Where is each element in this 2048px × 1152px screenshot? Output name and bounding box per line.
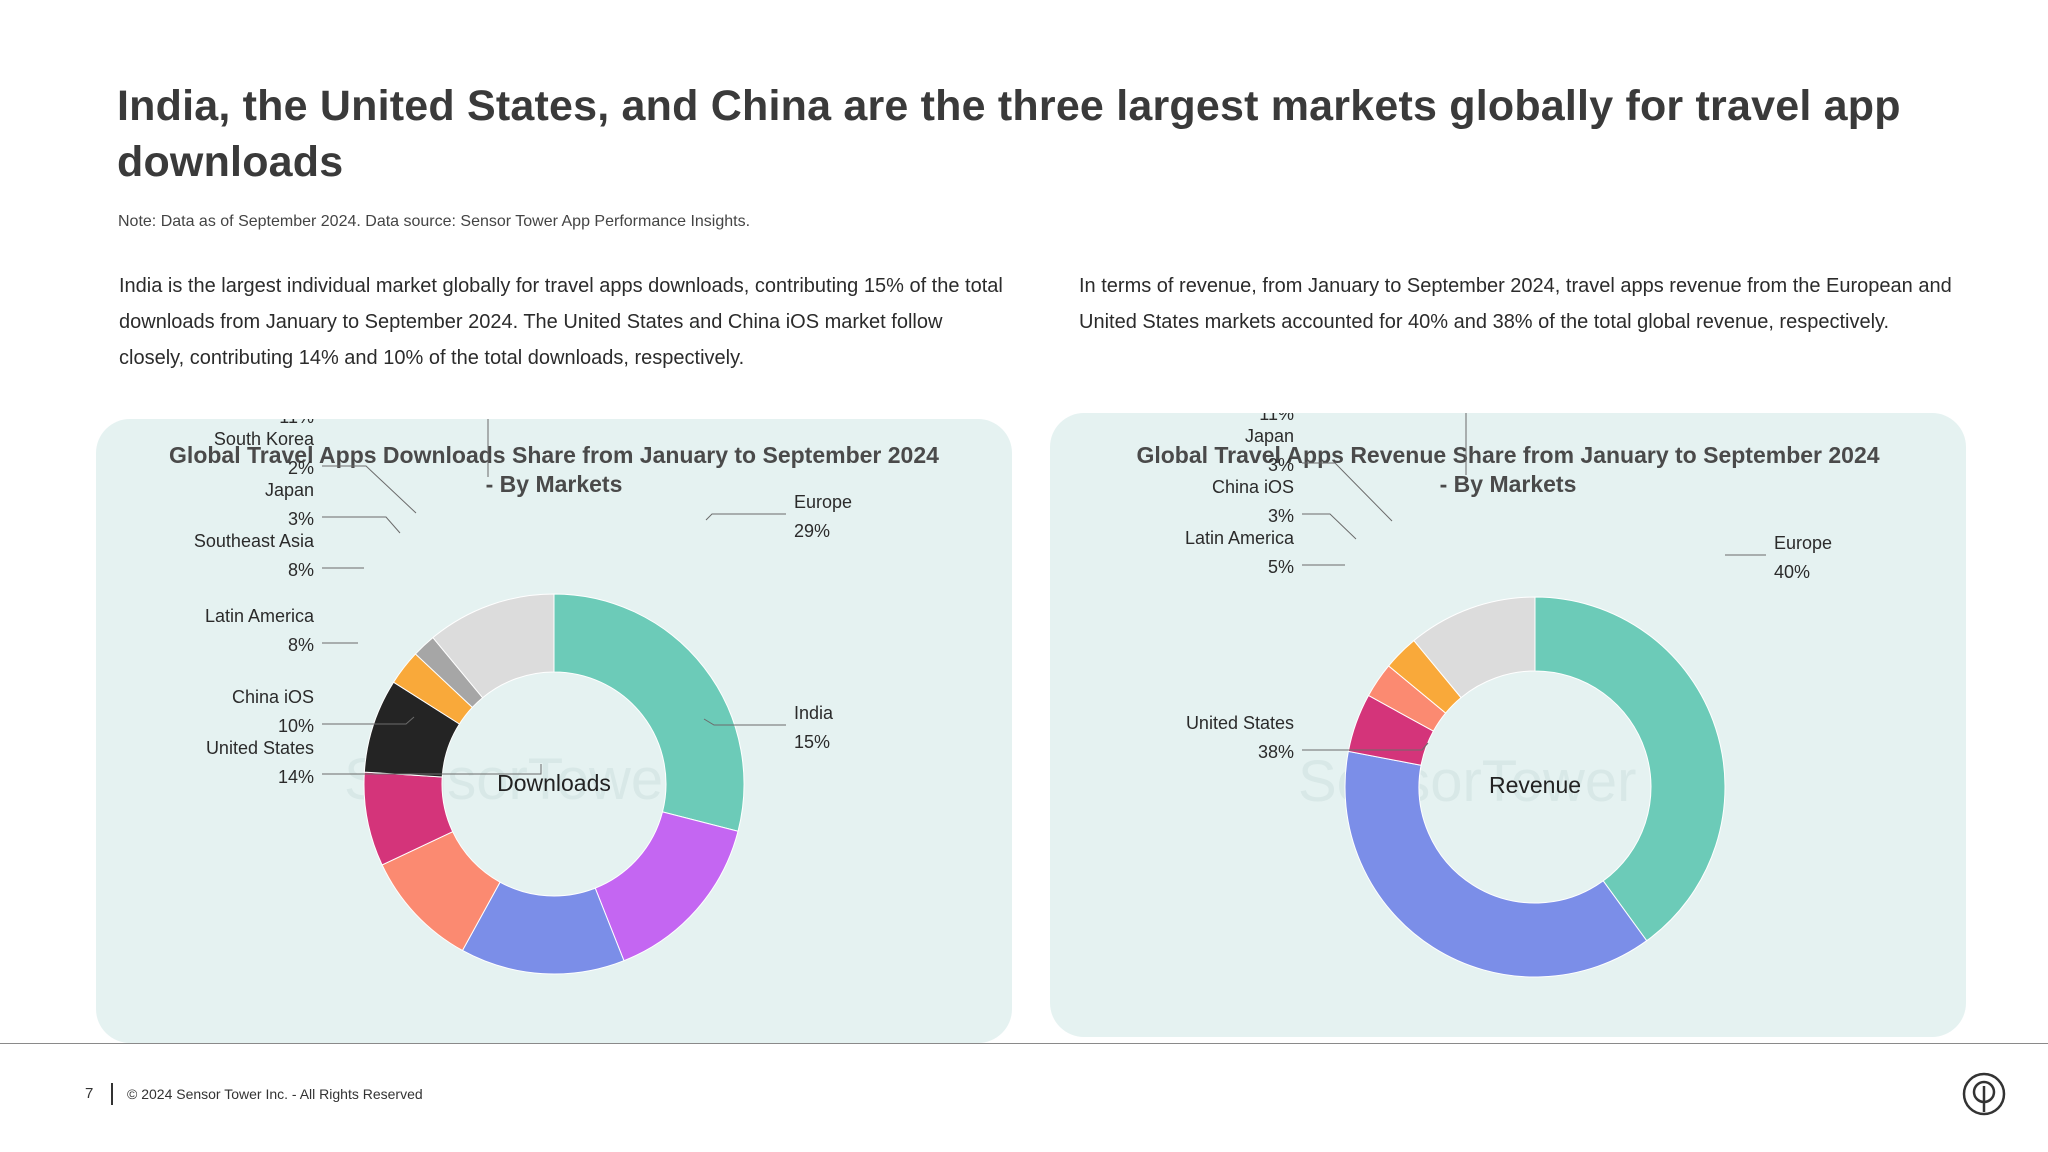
page-title: India, the United States, and China are …	[117, 82, 1901, 186]
slice-value-others: 11%	[279, 419, 314, 427]
leader-line-japan	[322, 516, 401, 534]
slice-label-china-ios: China iOS	[1212, 477, 1294, 497]
slice-value-japan: 3%	[288, 509, 314, 529]
leader-line-united-states	[1302, 742, 1429, 751]
slice-label-japan: Japan	[1245, 426, 1294, 446]
sensor-tower-logo-icon	[1962, 1072, 2006, 1116]
slice-india	[594, 811, 739, 962]
slice-others	[432, 593, 555, 699]
data-source-note: Note: Data as of September 2024. Data so…	[118, 213, 751, 230]
footer-divider	[0, 1043, 2048, 1044]
slice-value-united-states: 14%	[278, 767, 314, 787]
donut-center-label: Downloads	[497, 770, 611, 796]
slice-others	[1413, 596, 1536, 699]
chart-subtitle: - By Markets	[486, 471, 623, 497]
leader-line-others	[487, 419, 489, 477]
chart-title: Global Travel Apps Revenue Share from Ja…	[1136, 442, 1879, 468]
slice-label-china-ios: China iOS	[232, 687, 314, 707]
revenue-description: In terms of revenue, from January to Sep…	[1079, 275, 1952, 333]
slice-value-china-ios: 10%	[278, 716, 314, 736]
leader-line-europe	[705, 513, 786, 521]
slice-europe	[1534, 596, 1726, 942]
slice-united-states	[1344, 750, 1648, 978]
leader-line-india	[703, 718, 786, 726]
leader-line-china-ios	[322, 716, 415, 725]
slice-value-others: 11%	[1259, 413, 1294, 424]
donut-center-label: Revenue	[1489, 772, 1581, 798]
slice-label-europe: Europe	[794, 492, 852, 512]
slice-value-china-ios: 3%	[1268, 506, 1294, 526]
slice-value-japan: 3%	[1268, 455, 1294, 475]
slice-label-latin-america: Latin America	[1185, 528, 1295, 548]
downloads-donut-chart: SensorTower Global Travel Apps Downloads…	[169, 419, 939, 975]
slice-value-europe: 29%	[794, 521, 830, 541]
slice-value-india: 15%	[794, 732, 830, 752]
downloads-description: India is the largest individual market g…	[119, 275, 1003, 369]
leader-line-china-ios	[1302, 513, 1357, 540]
slice-label-japan: Japan	[265, 480, 314, 500]
leader-line-japan	[1302, 462, 1393, 522]
leader-line-south-korea	[322, 465, 417, 514]
chart-subtitle: - By Markets	[1440, 471, 1577, 497]
footer-separator	[111, 1083, 113, 1105]
slice-label-europe: Europe	[1774, 533, 1832, 553]
leader-line-united-states	[322, 764, 542, 775]
copyright-text: © 2024 Sensor Tower Inc. - All Rights Re…	[127, 1086, 423, 1102]
slice-label-india: India	[794, 703, 834, 723]
slice-label-united-states: United States	[206, 738, 314, 758]
slice-label-united-states: United States	[1186, 713, 1294, 733]
page-number: 7	[85, 1085, 94, 1102]
slice-label-south-korea: South Korea	[214, 429, 315, 449]
slice-value-united-states: 38%	[1258, 742, 1294, 762]
slice-value-latin-america: 8%	[288, 635, 314, 655]
revenue-chart-panel: SensorTower Global Travel Apps Revenue S…	[1050, 413, 1966, 1037]
chart-title: Global Travel Apps Downloads Share from …	[169, 442, 939, 468]
slice-europe	[553, 593, 745, 832]
slice-value-europe: 40%	[1774, 562, 1810, 582]
revenue-donut-chart: SensorTower Global Travel Apps Revenue S…	[1136, 413, 1880, 978]
downloads-chart-panel: SensorTower Global Travel Apps Downloads…	[96, 419, 1012, 1043]
slice-label-latin-america: Latin America	[205, 606, 315, 626]
leader-line-others	[1465, 413, 1467, 475]
slice-value-southeast-asia: 8%	[288, 560, 314, 580]
slice-value-latin-america: 5%	[1268, 557, 1294, 577]
slice-label-southeast-asia: Southeast Asia	[194, 531, 315, 551]
slice-value-south-korea: 2%	[288, 458, 314, 478]
